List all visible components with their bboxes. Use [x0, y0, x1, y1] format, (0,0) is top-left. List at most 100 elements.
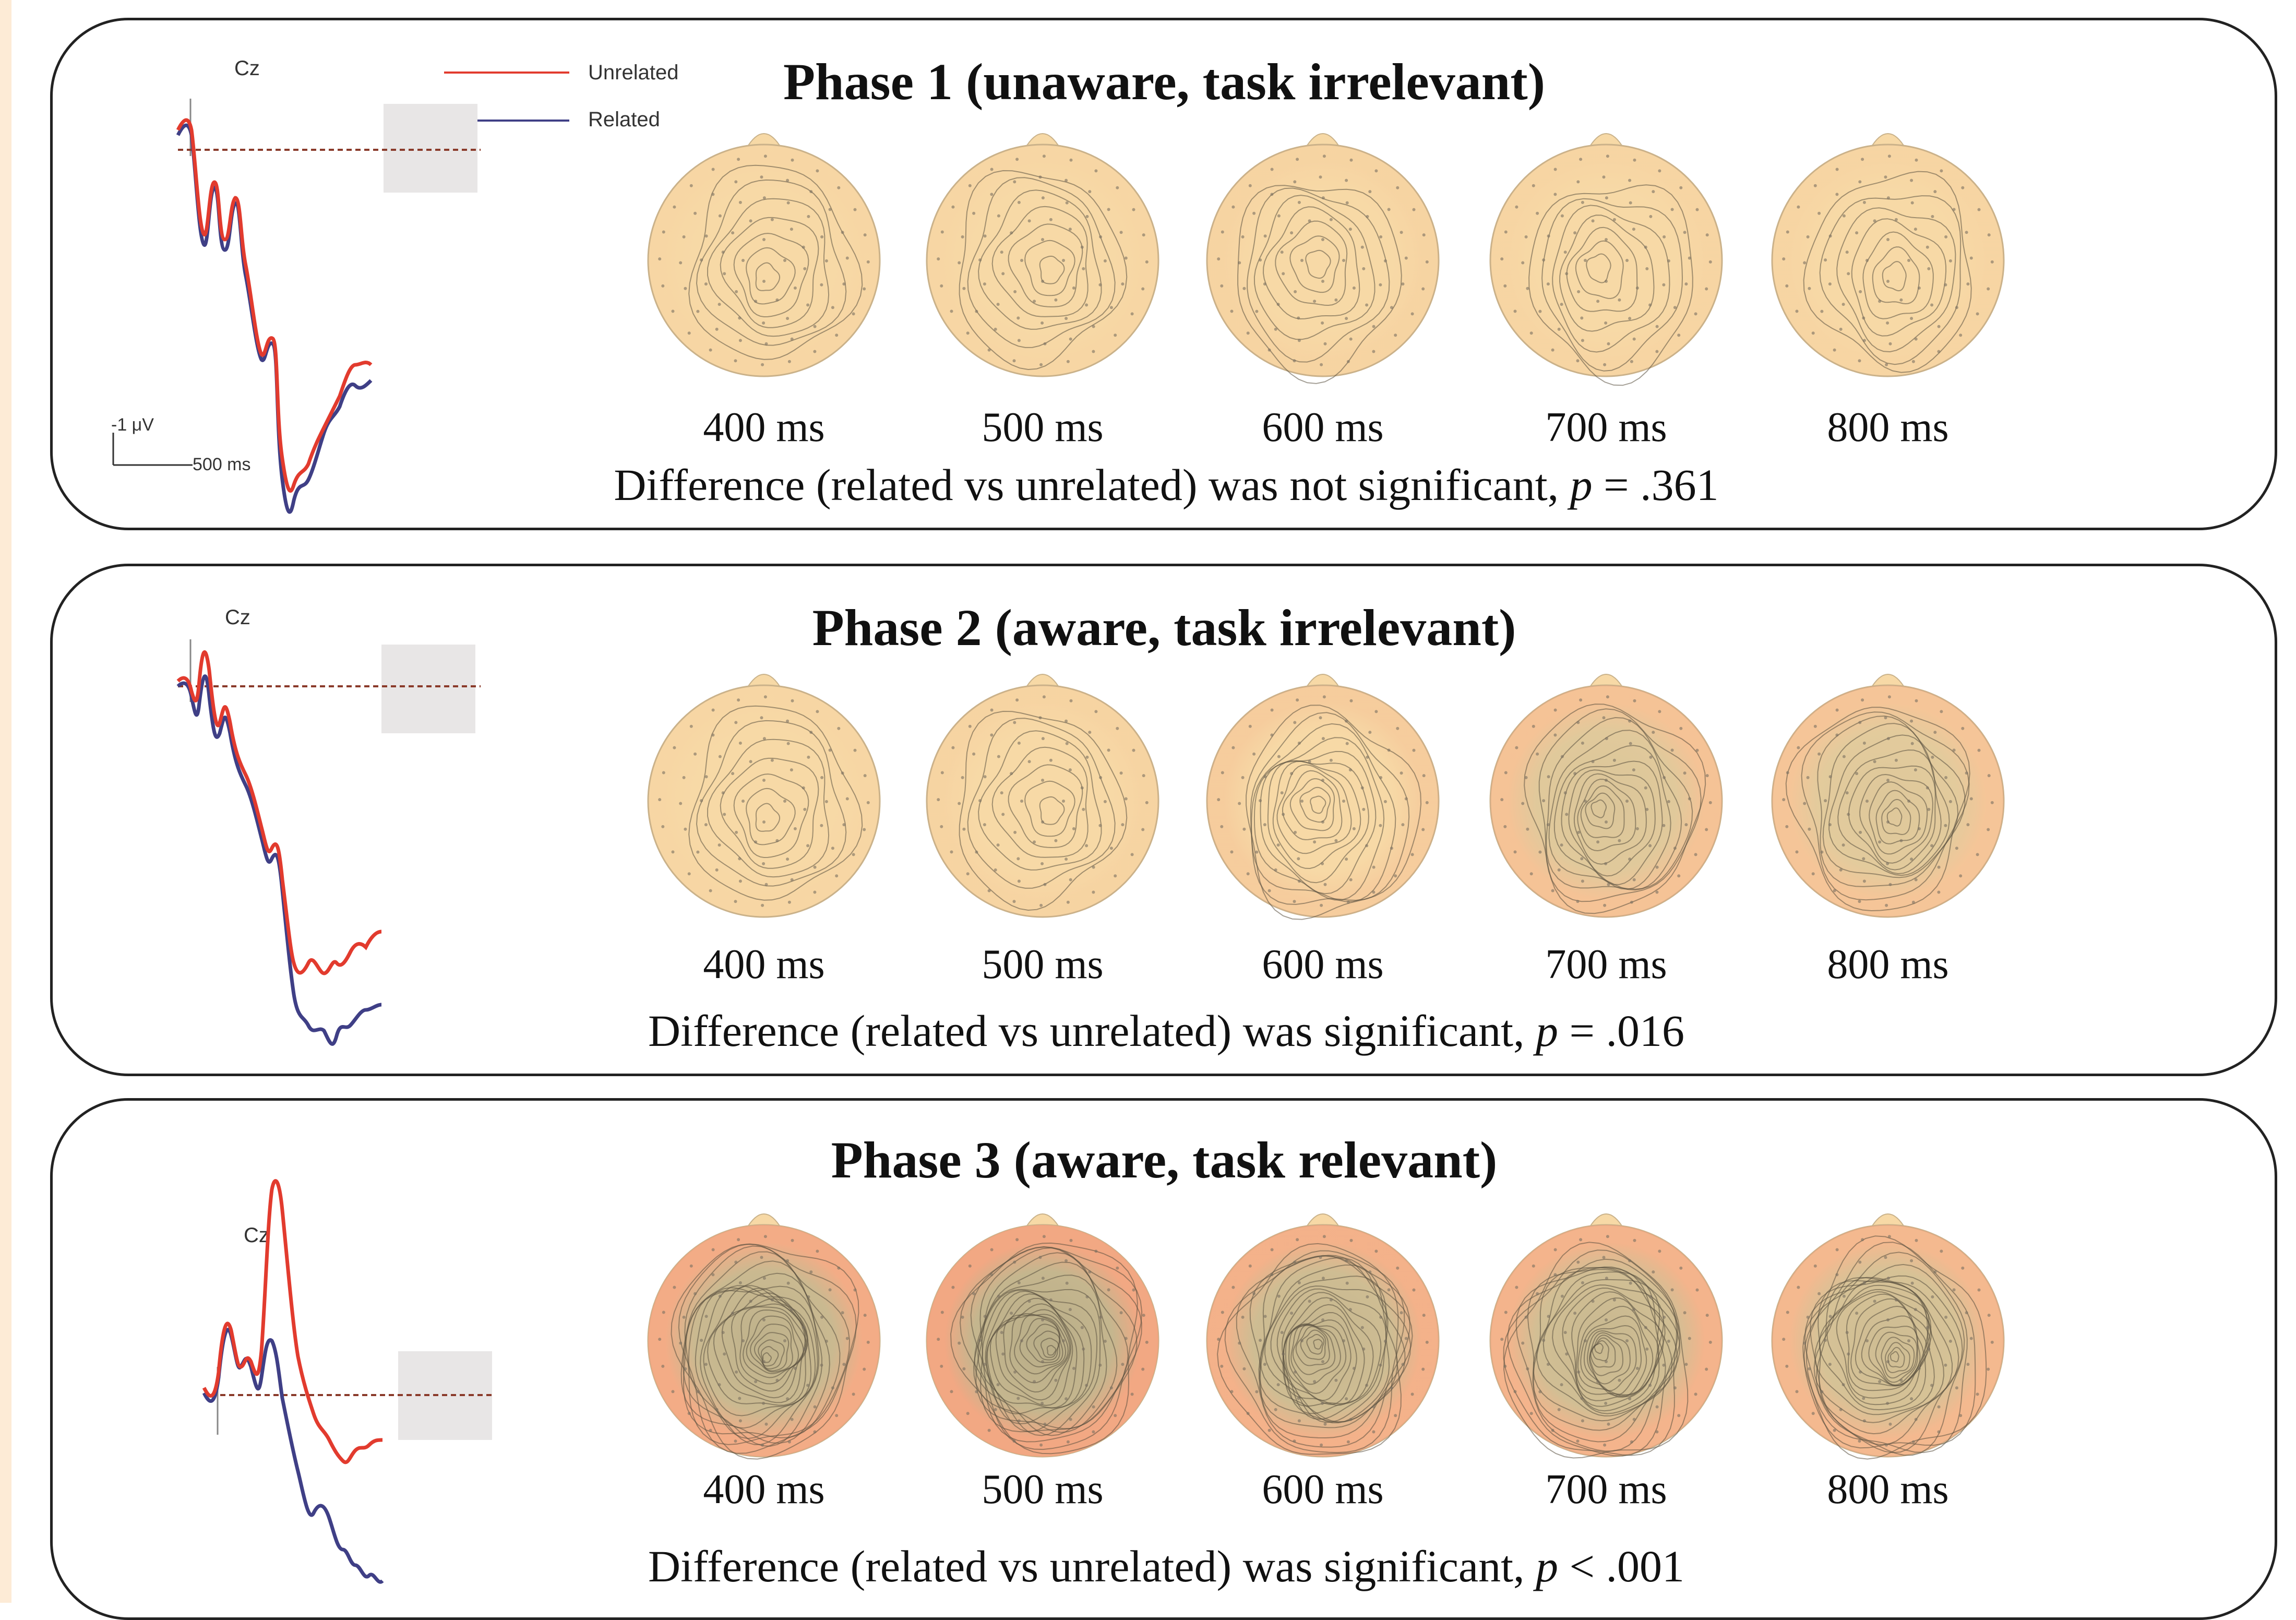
- electrode-dot: [1649, 215, 1653, 218]
- time-label: 700 ms: [1545, 404, 1667, 450]
- electrode-dot: [761, 1443, 764, 1447]
- electrode-dot: [1581, 200, 1584, 204]
- electrode-dot: [1001, 813, 1005, 816]
- time-label: 800 ms: [1827, 942, 1949, 987]
- contour-line: [1289, 235, 1340, 293]
- electrode-dot: [950, 1390, 953, 1393]
- electrode-dot: [1683, 231, 1687, 234]
- contour-line: [1851, 218, 1947, 337]
- electrode-dot: [742, 800, 745, 803]
- electrode-dot: [1217, 1338, 1221, 1341]
- electrode-dot: [1581, 1419, 1584, 1423]
- electrode-dot: [1944, 824, 1947, 827]
- electrode-dot: [1033, 300, 1036, 303]
- electrode-dot: [1835, 733, 1839, 737]
- electrode-dot: [696, 850, 700, 854]
- electrode-dot: [1345, 719, 1348, 723]
- electrode-dot: [1580, 316, 1584, 320]
- electrode-dot: [1862, 200, 1866, 204]
- electrode-dot: [1581, 879, 1584, 883]
- electrode-dot: [786, 201, 790, 205]
- electrode-dot: [1630, 360, 1633, 363]
- electrode-dot: [1345, 742, 1349, 745]
- electrode-dot: [1421, 287, 1425, 291]
- contour-line: [1251, 723, 1396, 902]
- electrode-dot: [783, 1339, 786, 1342]
- electrode-dot: [1348, 768, 1352, 772]
- electrode-dot: [1644, 1326, 1647, 1329]
- electrode-dot: [749, 760, 752, 764]
- electrode-dot: [1348, 228, 1352, 231]
- topomap-head: [1771, 674, 2005, 918]
- electrode-dot: [1348, 1308, 1352, 1312]
- electrode-dot: [1604, 862, 1608, 865]
- topomap-head: [1206, 674, 1440, 920]
- electrode-dot: [1012, 359, 1016, 363]
- electrode-dot: [1859, 1370, 1862, 1374]
- analysis-window: [381, 645, 475, 733]
- electrode-dot: [786, 1397, 790, 1401]
- electrode-dot: [711, 1248, 715, 1252]
- contour-line: [1836, 1291, 1932, 1399]
- effect-overlay: [927, 685, 1158, 917]
- electrode-dot: [734, 1260, 738, 1264]
- contour-line: [1224, 1250, 1405, 1454]
- electrode-dot: [762, 196, 766, 200]
- electrode-dot: [723, 272, 726, 276]
- electrode-dot: [1515, 1285, 1518, 1289]
- electrode-dot: [1842, 755, 1846, 758]
- electrode-dot: [845, 797, 849, 801]
- electrode-dot: [958, 802, 961, 805]
- electrode-dot: [1948, 259, 1952, 263]
- contour-line: [1846, 1293, 1931, 1391]
- electrode-dot: [1349, 878, 1353, 882]
- electrode-dot: [1959, 874, 1963, 878]
- electrode-dot: [1944, 776, 1948, 779]
- electrode-dot: [1396, 1266, 1400, 1270]
- contour-line: [995, 1309, 1072, 1401]
- contour-line: [1552, 1284, 1664, 1412]
- contour-line: [979, 1247, 1138, 1433]
- electrode-dot: [1094, 710, 1098, 713]
- time-label: 600 ms: [1262, 1467, 1384, 1512]
- contour-line: [1524, 704, 1706, 914]
- electrode-dot: [1553, 193, 1557, 196]
- topomap-head: [1771, 1213, 2005, 1460]
- electrode-dot: [1806, 776, 1810, 779]
- contour-line: [1259, 1255, 1412, 1428]
- electrode-dot: [1944, 1315, 1948, 1319]
- electrode-dot: [1538, 309, 1542, 313]
- electrode-dot: [1282, 1352, 1285, 1356]
- electrode-dot: [1684, 823, 1688, 827]
- electrode-dot: [1536, 211, 1539, 215]
- electrode-dot: [786, 857, 790, 861]
- contour-line: [758, 1339, 785, 1369]
- electrode-dot: [1952, 748, 1956, 752]
- electrode-dot: [1955, 306, 1958, 309]
- electrode-dot: [786, 178, 790, 182]
- electrode-dot: [1012, 900, 1016, 903]
- electrode-dot: [1145, 260, 1149, 264]
- electrode-dot: [1346, 900, 1350, 904]
- electrode-dot: [1400, 1311, 1403, 1315]
- electrode-dot: [1017, 316, 1020, 320]
- electrode-dot: [687, 1412, 691, 1415]
- electrode-dot: [1065, 719, 1068, 723]
- topomap-head: [647, 133, 881, 377]
- electrode-dot: [1576, 721, 1580, 724]
- electrode-dot: [813, 865, 817, 869]
- electrode-dot: [1116, 726, 1119, 730]
- electrode-dot: [1580, 1397, 1584, 1400]
- electrode-dot: [1366, 755, 1369, 759]
- electrode-dot: [1015, 698, 1019, 702]
- electrode-dot: [1782, 798, 1786, 802]
- electrode-dot: [1873, 1300, 1876, 1303]
- electrode-dot: [1362, 267, 1366, 270]
- electrode-dot: [1088, 731, 1092, 734]
- electrode-dot: [1049, 218, 1053, 221]
- electrode-dot: [1835, 168, 1839, 171]
- electrode-dot: [1662, 1363, 1666, 1367]
- effect-overlay: [648, 145, 880, 376]
- contour-line: [746, 1315, 799, 1374]
- contour-line: [1817, 715, 1966, 887]
